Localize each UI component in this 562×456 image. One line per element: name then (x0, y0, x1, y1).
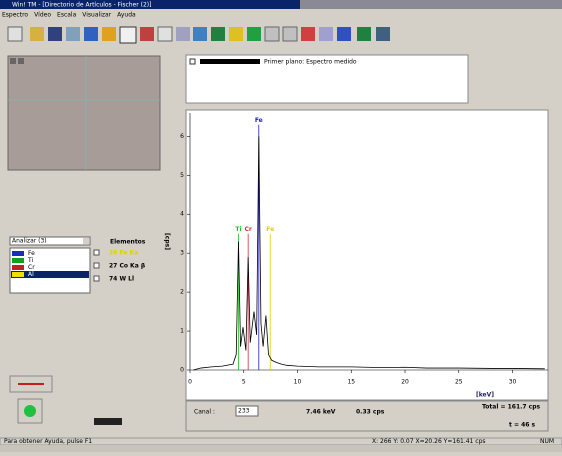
video-button[interactable] (10, 58, 16, 64)
check-label: 27 Co Ka β (109, 263, 146, 270)
tool-button[interactable] (301, 27, 315, 41)
tool-button[interactable] (193, 27, 207, 41)
video-button[interactable] (18, 58, 24, 64)
total: Total = 161.7 cps (482, 404, 541, 411)
tool-button[interactable] (48, 27, 62, 41)
title-bar-gradient (300, 0, 562, 9)
legend-checkbox[interactable] (190, 59, 195, 64)
checkbox[interactable] (94, 276, 99, 281)
rate: 0.33 cps (356, 409, 385, 416)
elements-title: Elementos (110, 239, 146, 246)
button-icon (24, 405, 36, 417)
tool-button[interactable] (357, 27, 371, 41)
item-swatch (12, 265, 24, 270)
tool-button[interactable] (66, 27, 80, 41)
tool-button[interactable] (229, 27, 243, 41)
x-tick-label: 10 (294, 379, 302, 386)
canal-label: Canal : (194, 409, 215, 416)
y-tick-label: 1 (180, 328, 184, 335)
item-name: Cr (28, 264, 35, 271)
y-tick-label: 4 (180, 211, 184, 218)
y-tick-label: 0 (180, 367, 184, 374)
item-name: Al (28, 271, 34, 278)
tool-button[interactable] (84, 27, 98, 41)
x-tick-label: 25 (455, 379, 463, 386)
x-tick-label: 20 (401, 379, 409, 386)
y-tick-label: 5 (180, 172, 184, 179)
checkbox[interactable] (94, 263, 99, 268)
legend-swatch (200, 59, 260, 64)
x-tick-label: 15 (347, 379, 355, 386)
tool-button[interactable] (30, 27, 44, 41)
item-name: Fe (28, 250, 35, 257)
tool-button[interactable] (337, 27, 351, 41)
tool-button[interactable] (376, 27, 390, 41)
menu-item[interactable]: Visualizar (82, 12, 111, 19)
canal-value: 233 (238, 408, 250, 415)
check-label: 26 Fe Ka (109, 250, 138, 257)
menu-item[interactable]: Espectro (2, 12, 28, 19)
x-tick-label: 30 (509, 379, 517, 386)
tool-button[interactable] (176, 27, 190, 41)
y-tick-label: 6 (180, 133, 184, 140)
tool-button[interactable] (102, 27, 116, 41)
tool-button[interactable] (8, 27, 22, 41)
legend-label: Primer plano: Espectro medido (264, 59, 357, 66)
menu-item[interactable]: Vídeo (34, 12, 51, 19)
chart-panel (186, 110, 548, 400)
status-coords: X: 266 Y: 0.07 X=20.26 Y=161.41 cps (372, 438, 486, 445)
menu-item[interactable]: Escala (57, 12, 77, 19)
tool-button[interactable] (319, 27, 333, 41)
item-name: Ti (27, 257, 33, 264)
status-mode: NUM (540, 438, 554, 445)
x-tick-label: 0 (188, 379, 192, 386)
element-label: Fe (266, 226, 274, 233)
item-swatch (12, 258, 24, 263)
energy: 7.46 keV (306, 409, 336, 416)
page: Win! TM - [Directorio de Artículos - Fis… (0, 0, 562, 452)
video-view (8, 56, 160, 170)
element-label: Ti (235, 226, 241, 233)
check-label: 74 W Ll (109, 276, 134, 283)
element-label: Fe (255, 117, 263, 124)
dropdown-arrow[interactable] (83, 238, 89, 244)
tool-button[interactable] (140, 27, 154, 41)
item-swatch (12, 272, 24, 277)
checkbox[interactable] (94, 250, 99, 255)
tool-button[interactable] (120, 27, 136, 43)
item-swatch (12, 251, 24, 256)
dropdown-text: Analizar (3) (12, 238, 47, 245)
tool-button[interactable] (265, 27, 279, 41)
app-window: Win! TM - [Directorio de Artículos - Fis… (0, 0, 562, 452)
x-tick-label: 5 (242, 379, 246, 386)
button[interactable] (94, 418, 122, 425)
time: t = 46 s (509, 422, 536, 429)
y-axis-label: [cps] (164, 233, 171, 250)
taskbar (0, 445, 562, 452)
tool-button[interactable] (247, 27, 261, 41)
tool-button[interactable] (283, 27, 297, 41)
status-help: Para obtener Ayuda, pulse F1 (4, 438, 92, 445)
element-label: Cr (244, 226, 251, 233)
window-title: Win! TM - [Directorio de Artículos - Fis… (12, 2, 151, 9)
menu-item[interactable]: Ayuda (117, 12, 136, 19)
y-tick-label: 3 (180, 250, 184, 257)
tool-button[interactable] (211, 27, 225, 41)
x-axis-label: [keV] (476, 392, 494, 399)
y-tick-label: 2 (180, 289, 184, 296)
tool-button[interactable] (158, 27, 172, 41)
